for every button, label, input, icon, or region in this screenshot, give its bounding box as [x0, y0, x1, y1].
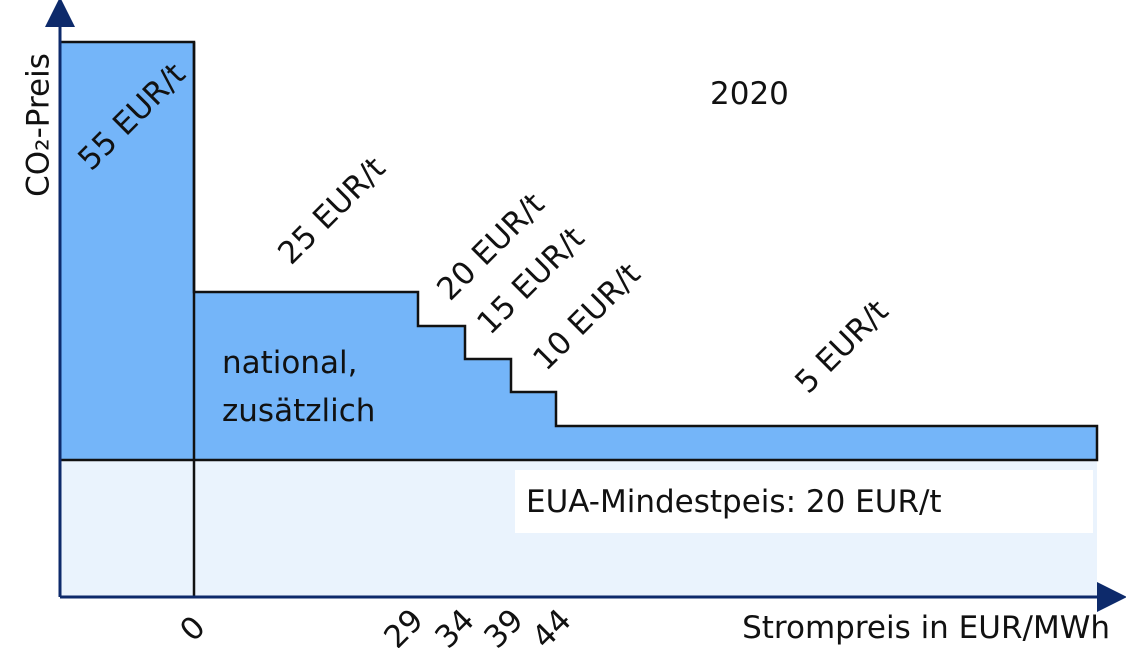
x-tick-label: 29	[377, 602, 430, 648]
region-label: zusätzlich	[222, 393, 375, 429]
region-label: national,	[222, 345, 358, 381]
national-area	[58, 40, 1099, 462]
step-label: 25 EUR/t	[271, 150, 392, 271]
step-label: 5 EUR/t	[788, 293, 895, 400]
x-axis-label: Strompreis in EUR/MWh	[742, 610, 1110, 646]
x-tick-label: 0	[173, 609, 212, 648]
x-tick-label: 34	[428, 602, 481, 648]
x-tick-label: 44	[525, 602, 578, 648]
x-tick-label: 39	[477, 602, 530, 648]
y-axis-label: CO₂-Preis	[21, 53, 57, 197]
label-box	[515, 470, 1093, 533]
base-label: EUA-Mindestpeis: 20 EUR/t	[526, 484, 942, 520]
year: 2020	[710, 76, 789, 112]
